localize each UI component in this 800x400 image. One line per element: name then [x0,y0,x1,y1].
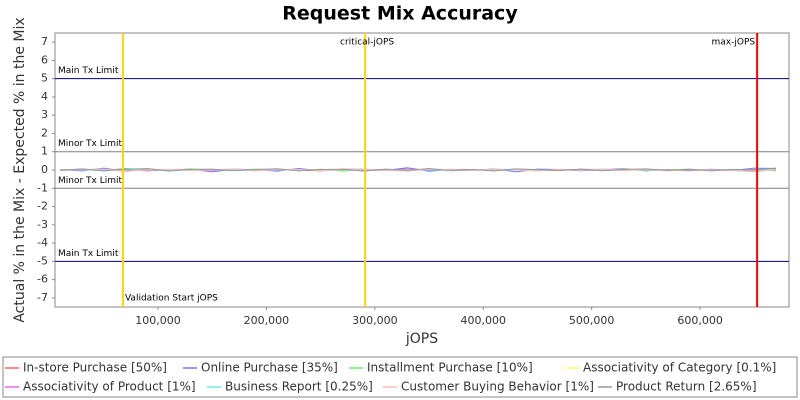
reference-label: Minor Tx Limit [58,139,123,149]
legend-label: Customer Buying Behavior [1%] [401,380,594,394]
y-tick-label: -4 [37,236,48,249]
x-tick-label: 100,000 [135,314,181,327]
y-tick-label: -3 [37,218,48,231]
legend-label: Online Purchase [35%] [201,361,338,375]
x-axis-title: jOPS [405,331,438,347]
y-tick-label: 2 [41,126,48,139]
chart-title: Request Mix Accuracy [282,3,518,25]
legend-label: Associativity of Product [1%] [23,380,196,394]
y-axis-title: Actual % in the Mix - Expected % in the … [12,17,28,322]
reference-label: Main Tx Limit [58,66,119,76]
y-tick-label: 4 [41,90,48,103]
y-tick-label: -7 [37,291,48,304]
marker-label: Validation Start jOPS [125,294,218,304]
legend-label: Installment Purchase [10%] [367,361,533,375]
y-tick-label: -2 [37,200,48,213]
marker-label: max-jOPS [712,38,756,48]
x-tick-label: 200,000 [244,314,290,327]
y-tick-label: -6 [37,273,48,286]
y-tick-label: -5 [37,254,48,267]
y-tick-label: -1 [37,181,48,194]
marker-label: critical-jOPS [340,38,394,48]
y-tick-label: 1 [41,145,48,158]
x-tick-label: 500,000 [569,314,615,327]
legend-label: Product Return [2.65%] [616,380,757,394]
legend-label: In-store Purchase [50%] [23,361,167,375]
series-line [60,167,777,172]
y-tick-label: 6 [41,53,48,66]
x-tick-label: 300,000 [352,314,398,327]
legend [2,356,798,398]
legend-label: Associativity of Category [0.1%] [583,361,776,375]
x-tick-label: 600,000 [677,314,723,327]
y-tick-label: 0 [41,163,48,176]
y-tick-label: 7 [41,35,48,48]
y-tick-label: 3 [41,108,48,121]
reference-label: Main Tx Limit [58,249,119,259]
x-tick-label: 400,000 [461,314,507,327]
reference-label: Minor Tx Limit [58,176,123,186]
y-tick-label: 5 [41,72,48,85]
legend-label: Business Report [0.25%] [225,380,373,394]
